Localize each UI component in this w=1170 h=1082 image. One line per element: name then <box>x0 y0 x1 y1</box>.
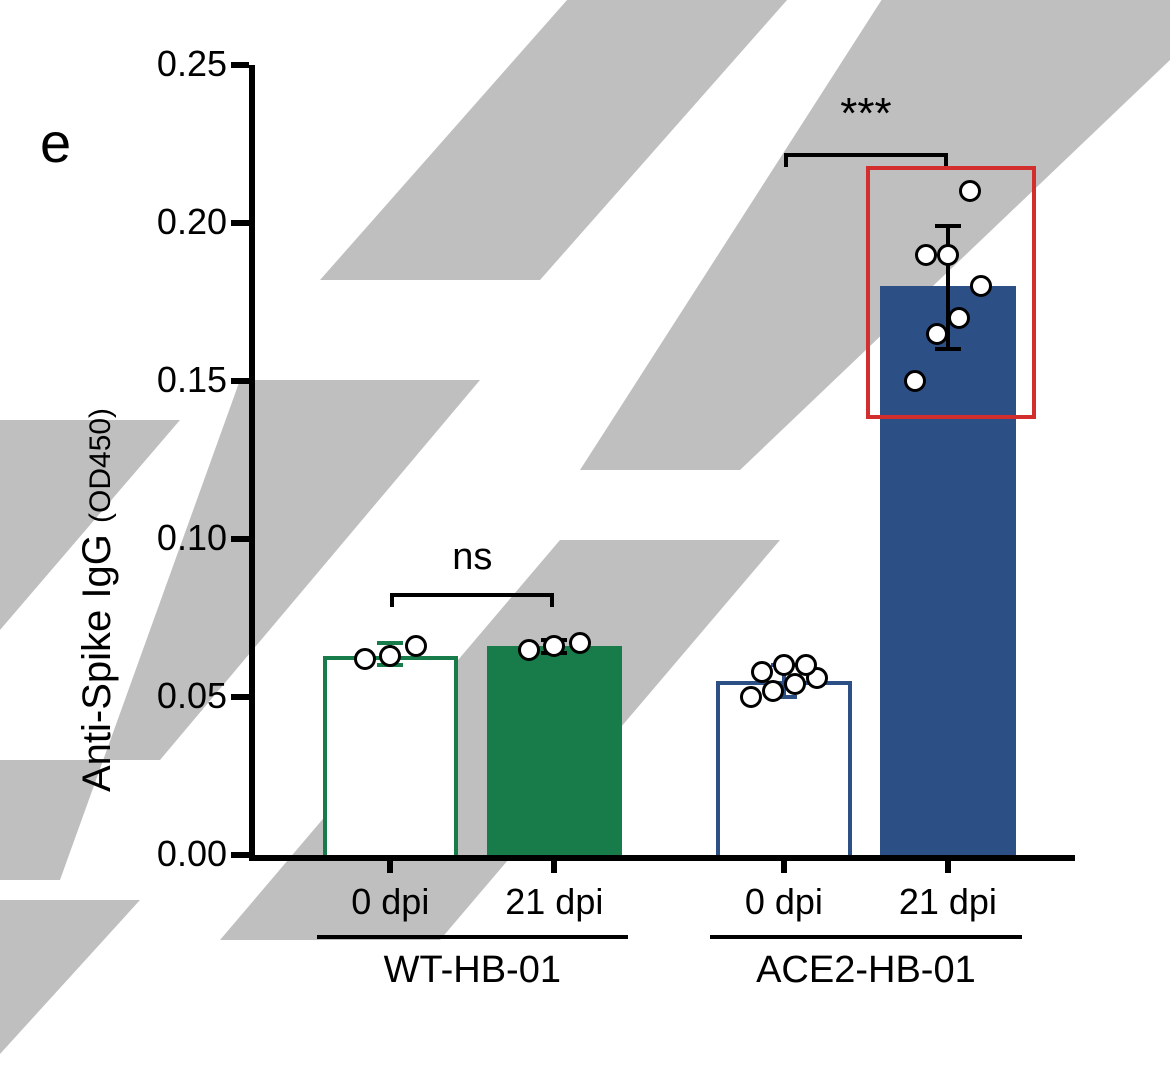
y-tick <box>231 378 249 384</box>
data-point-marker <box>405 635 427 657</box>
sig-bracket-drop-left <box>784 153 788 167</box>
x-axis-line <box>249 855 1075 861</box>
data-point-marker <box>354 648 376 670</box>
data-point-marker <box>740 686 762 708</box>
y-tick <box>231 536 249 542</box>
chart-area: 0.00 0.05 0.10 0.15 0.20 0.25 Anti-Spike IgG (… <box>0 0 1170 1082</box>
significance-label: ns <box>412 536 532 579</box>
sig-bracket-horizontal <box>390 593 554 597</box>
y-tick-label: 0.20 <box>117 201 227 243</box>
x-tick-label: 21 dpi <box>858 881 1038 923</box>
y-tick-label: 0.05 <box>117 675 227 717</box>
data-point-marker <box>751 661 773 683</box>
x-tick <box>781 855 787 873</box>
x-tick <box>551 855 557 873</box>
data-point-marker <box>762 680 784 702</box>
bar <box>487 646 622 855</box>
group-underline <box>710 935 1021 939</box>
significance-label: *** <box>806 89 926 139</box>
data-point-marker <box>518 639 540 661</box>
x-tick <box>945 855 951 873</box>
sig-bracket-drop-left <box>390 593 394 607</box>
y-tick <box>231 62 249 68</box>
x-tick-label: 21 dpi <box>464 881 644 923</box>
y-tick-label: 0.25 <box>117 43 227 85</box>
sig-bracket-drop-right <box>550 593 554 607</box>
x-tick-label: 0 dpi <box>694 881 874 923</box>
y-tick-label: 0.15 <box>117 359 227 401</box>
y-tick <box>231 852 249 858</box>
sig-bracket-horizontal <box>784 153 948 157</box>
y-tick-label: 0.00 <box>117 833 227 875</box>
bar <box>323 656 458 855</box>
y-axis-line <box>249 65 255 855</box>
highlight-box <box>866 166 1036 419</box>
x-tick-label: 0 dpi <box>300 881 480 923</box>
y-axis-title: Anti-Spike IgG (OD450) <box>75 408 120 792</box>
y-tick <box>231 220 249 226</box>
y-axis-title-main: Anti-Spike IgG <box>75 523 119 792</box>
bar <box>716 681 851 855</box>
group-label: ACE2-HB-01 <box>710 949 1021 992</box>
group-label: WT-HB-01 <box>317 949 628 992</box>
y-axis-title-sub: (OD450) <box>84 408 117 523</box>
y-tick <box>231 694 249 700</box>
data-point-marker <box>569 632 591 654</box>
x-tick <box>387 855 393 873</box>
group-underline <box>317 935 628 939</box>
y-tick-label: 0.10 <box>117 517 227 559</box>
